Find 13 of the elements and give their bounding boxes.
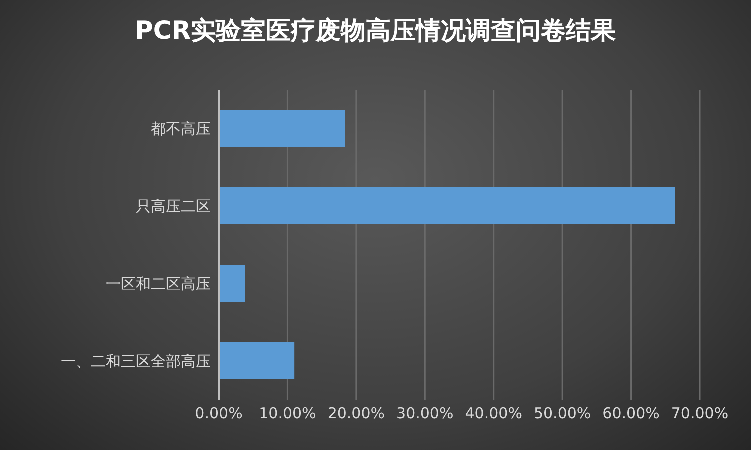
- x-tick-label: 0.00%: [195, 404, 243, 423]
- y-tick-label: 一区和二区高压: [106, 275, 211, 294]
- x-tick-label: 60.00%: [602, 404, 660, 423]
- y-tick-label: 只高压二区: [136, 198, 211, 216]
- x-tick-label: 40.00%: [465, 404, 522, 423]
- chart-title: PCR实验室医疗废物高压情况调查问卷结果: [134, 15, 617, 47]
- x-tick-label: 30.00%: [396, 404, 454, 423]
- x-tick-label: 10.00%: [259, 404, 316, 423]
- y-tick-label: 都不高压: [151, 120, 211, 138]
- x-tick-label: 20.00%: [328, 404, 386, 423]
- y-tick-label: 一、二和三区全部高压: [61, 352, 211, 371]
- x-tick-label: 70.00%: [671, 404, 729, 423]
- x-tick-label: 50.00%: [534, 404, 592, 423]
